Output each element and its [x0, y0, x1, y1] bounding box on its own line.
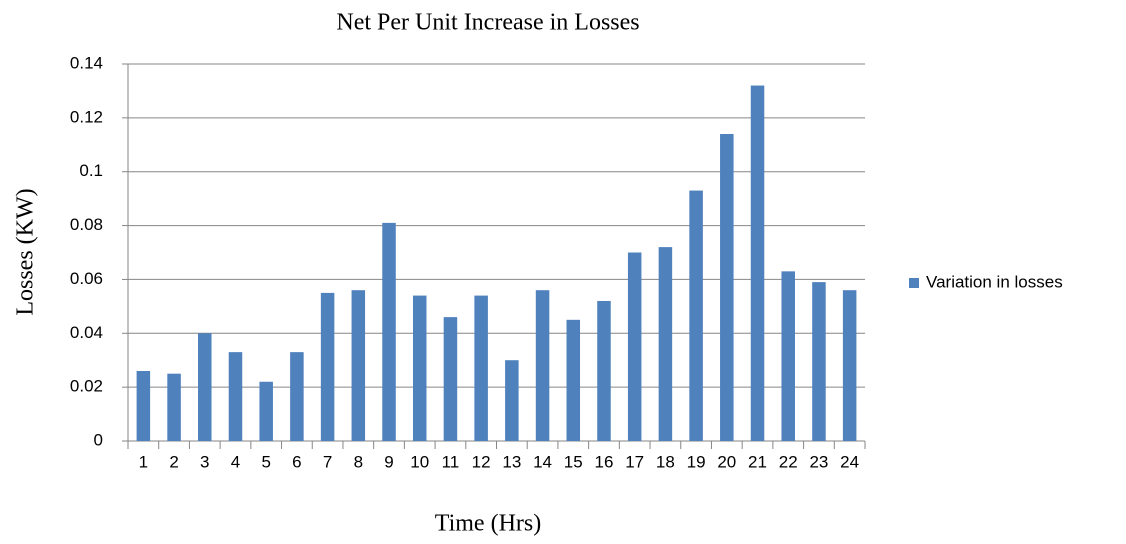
y-axis-label: Losses (KW)	[13, 188, 39, 315]
x-tick-label: 10	[410, 452, 429, 471]
x-tick-label: 3	[200, 452, 209, 471]
x-tick-label: 12	[472, 452, 491, 471]
bar	[259, 381, 273, 441]
bar	[167, 373, 181, 441]
bar	[842, 290, 857, 441]
chart-title: Net Per Unit Increase in Losses	[336, 10, 639, 36]
x-tick-label: 2	[169, 452, 178, 471]
x-tick-label: 21	[748, 452, 767, 471]
bar	[689, 190, 703, 441]
x-tick-label: 5	[261, 452, 270, 471]
x-axis-label: Time (Hrs)	[435, 511, 541, 537]
y-tick-label: 0.08	[70, 215, 103, 234]
legend-swatch	[909, 278, 919, 288]
bar	[627, 252, 642, 441]
bar	[535, 290, 550, 441]
y-tick-label: 0.12	[70, 107, 103, 126]
bar	[351, 290, 366, 441]
y-tick-label: 0.1	[79, 161, 103, 180]
x-tick-label: 13	[502, 452, 521, 471]
bar	[597, 300, 611, 441]
x-tick-label: 19	[687, 452, 706, 471]
bar	[505, 360, 519, 441]
x-tick-label: 17	[625, 452, 644, 471]
x-tick-label: 18	[656, 452, 675, 471]
x-tick-label: 20	[717, 452, 736, 471]
x-tick-label: 14	[533, 452, 552, 471]
bar	[290, 352, 304, 441]
x-tick-label: 8	[354, 452, 363, 471]
x-tick-label: 4	[231, 452, 240, 471]
bar	[443, 317, 458, 441]
bar	[812, 282, 826, 441]
x-tick-label: 23	[809, 452, 828, 471]
bar	[781, 271, 795, 441]
bar	[382, 222, 396, 441]
x-tick-label: 7	[323, 452, 332, 471]
bar	[474, 295, 488, 441]
bar	[136, 370, 151, 441]
legend-label: Variation in losses	[926, 272, 1063, 291]
y-tick-label: 0	[94, 430, 103, 449]
x-tick-label: 22	[779, 452, 798, 471]
bar	[320, 292, 335, 441]
x-tick-label: 6	[292, 452, 301, 471]
bar	[412, 295, 427, 441]
y-tick-label: 0.14	[70, 53, 103, 72]
bar	[198, 333, 212, 441]
y-tick-label: 0.02	[70, 377, 103, 396]
x-tick-label: 1	[139, 452, 148, 471]
x-tick-label: 11	[442, 452, 460, 471]
bar	[720, 134, 734, 441]
x-tick-label: 24	[840, 452, 859, 471]
bar	[228, 352, 243, 441]
x-tick-label: 16	[595, 452, 614, 471]
bar	[750, 85, 765, 442]
y-tick-label: 0.06	[70, 269, 103, 288]
x-tick-label: 15	[564, 452, 583, 471]
bar	[658, 247, 673, 441]
bar	[566, 319, 581, 441]
x-tick-label: 9	[384, 452, 393, 471]
y-tick-label: 0.04	[70, 323, 103, 342]
